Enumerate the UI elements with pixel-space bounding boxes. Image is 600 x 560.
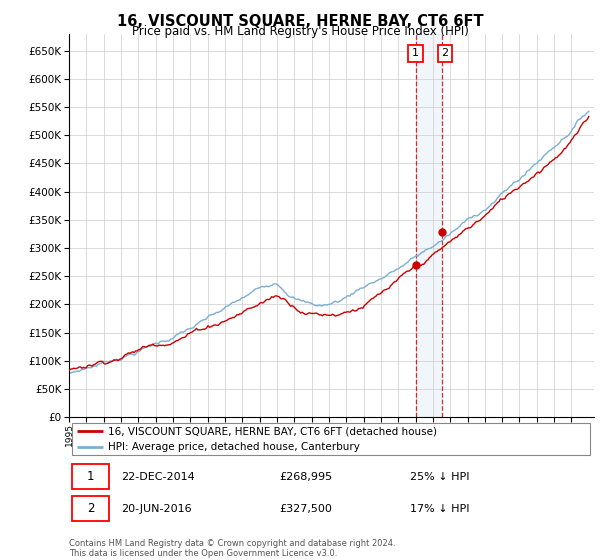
Text: 16, VISCOUNT SQUARE, HERNE BAY, CT6 6FT (detached house): 16, VISCOUNT SQUARE, HERNE BAY, CT6 6FT … (109, 426, 437, 436)
Bar (416, 34, 442, 417)
Text: 17% ↓ HPI: 17% ↓ HPI (410, 503, 470, 514)
Text: 2: 2 (87, 502, 94, 515)
FancyBboxPatch shape (71, 423, 590, 455)
Text: 1: 1 (412, 48, 419, 58)
Text: £327,500: £327,500 (279, 503, 332, 514)
Text: HPI: Average price, detached house, Canterbury: HPI: Average price, detached house, Cant… (109, 442, 360, 452)
Text: 25% ↓ HPI: 25% ↓ HPI (410, 472, 470, 482)
Text: 22-DEC-2014: 22-DEC-2014 (121, 472, 195, 482)
Text: Contains HM Land Registry data © Crown copyright and database right 2024.
This d: Contains HM Land Registry data © Crown c… (69, 539, 395, 558)
Text: 2: 2 (442, 48, 449, 58)
FancyBboxPatch shape (71, 464, 109, 489)
Text: 1: 1 (87, 470, 94, 483)
FancyBboxPatch shape (71, 496, 109, 521)
Text: Price paid vs. HM Land Registry's House Price Index (HPI): Price paid vs. HM Land Registry's House … (131, 25, 469, 38)
Text: 16, VISCOUNT SQUARE, HERNE BAY, CT6 6FT: 16, VISCOUNT SQUARE, HERNE BAY, CT6 6FT (116, 14, 484, 29)
Text: 20-JUN-2016: 20-JUN-2016 (121, 503, 192, 514)
Text: £268,995: £268,995 (279, 472, 332, 482)
